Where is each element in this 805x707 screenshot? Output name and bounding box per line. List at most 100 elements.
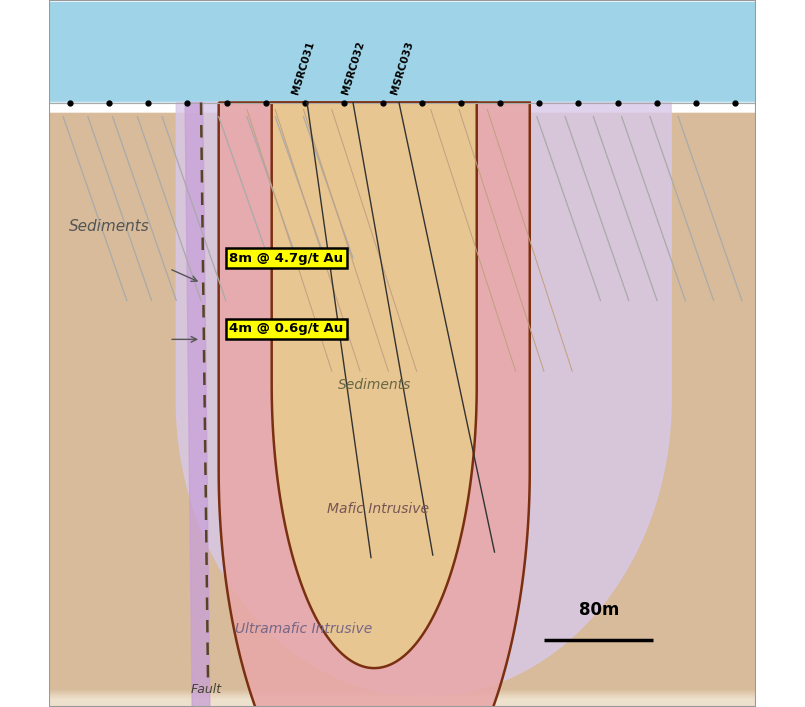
Polygon shape (49, 455, 756, 693)
Polygon shape (49, 435, 756, 692)
Polygon shape (49, 214, 756, 689)
Polygon shape (49, 98, 756, 100)
Polygon shape (49, 465, 756, 693)
Polygon shape (49, 254, 756, 689)
Polygon shape (49, 284, 756, 690)
Polygon shape (49, 143, 756, 687)
Polygon shape (49, 607, 756, 695)
Polygon shape (49, 46, 756, 100)
Polygon shape (49, 58, 756, 100)
Polygon shape (49, 65, 756, 100)
Polygon shape (49, 475, 756, 693)
Polygon shape (49, 486, 756, 694)
Polygon shape (49, 596, 756, 695)
Polygon shape (49, 365, 756, 691)
Polygon shape (49, 48, 756, 100)
Polygon shape (49, 496, 756, 694)
Polygon shape (49, 40, 756, 100)
Polygon shape (49, 82, 756, 100)
Polygon shape (49, 81, 756, 100)
Polygon shape (49, 264, 756, 689)
Polygon shape (49, 99, 756, 101)
Text: Ultramafic Intrusive: Ultramafic Intrusive (235, 622, 372, 636)
Polygon shape (49, 214, 756, 689)
Polygon shape (49, 385, 756, 691)
Polygon shape (49, 546, 756, 694)
Polygon shape (49, 16, 756, 100)
Polygon shape (49, 33, 756, 100)
Polygon shape (49, 617, 756, 696)
Polygon shape (219, 103, 530, 707)
Polygon shape (49, 697, 756, 707)
Polygon shape (49, 163, 756, 688)
Polygon shape (49, 70, 756, 100)
Polygon shape (49, 375, 756, 691)
Polygon shape (49, 233, 756, 689)
Polygon shape (49, 486, 756, 694)
Polygon shape (49, 89, 756, 100)
Polygon shape (49, 404, 756, 692)
Polygon shape (49, 21, 756, 100)
Polygon shape (49, 233, 756, 689)
Polygon shape (49, 112, 756, 687)
Polygon shape (49, 94, 756, 100)
Polygon shape (49, 123, 756, 687)
Polygon shape (49, 153, 756, 688)
Text: Mafic Intrusive: Mafic Intrusive (327, 502, 429, 516)
Polygon shape (49, 193, 756, 689)
Polygon shape (49, 586, 756, 695)
Polygon shape (49, 1, 756, 99)
Polygon shape (49, 425, 756, 692)
Polygon shape (49, 667, 756, 696)
Polygon shape (49, 677, 756, 696)
Polygon shape (49, 274, 756, 690)
Polygon shape (49, 334, 756, 691)
Polygon shape (49, 607, 756, 695)
Polygon shape (49, 49, 756, 100)
Polygon shape (49, 576, 756, 695)
Polygon shape (49, 536, 756, 694)
Polygon shape (49, 77, 756, 100)
Polygon shape (49, 636, 756, 696)
Polygon shape (49, 395, 756, 691)
Polygon shape (49, 475, 756, 693)
Polygon shape (49, 143, 756, 687)
Polygon shape (49, 415, 756, 692)
Polygon shape (49, 576, 756, 695)
Polygon shape (49, 526, 756, 694)
Polygon shape (49, 385, 756, 691)
Polygon shape (49, 13, 756, 99)
Polygon shape (49, 324, 756, 691)
Polygon shape (49, 404, 756, 692)
Polygon shape (49, 556, 756, 694)
Polygon shape (49, 375, 756, 691)
Polygon shape (49, 71, 756, 100)
Polygon shape (49, 626, 756, 696)
Polygon shape (49, 60, 756, 100)
Text: MSRC033: MSRC033 (390, 40, 415, 95)
Polygon shape (49, 626, 756, 696)
Polygon shape (49, 395, 756, 691)
Text: 4m @ 0.6g/t Au: 4m @ 0.6g/t Au (229, 322, 344, 335)
Polygon shape (49, 556, 756, 694)
Polygon shape (49, 697, 756, 707)
Polygon shape (49, 66, 756, 100)
Polygon shape (49, 92, 756, 100)
Polygon shape (49, 83, 756, 100)
Polygon shape (49, 69, 756, 100)
Polygon shape (49, 515, 756, 694)
Polygon shape (49, 274, 756, 690)
Polygon shape (49, 153, 756, 688)
Polygon shape (49, 133, 756, 687)
Polygon shape (49, 314, 756, 690)
Polygon shape (49, 667, 756, 696)
Text: Sediments: Sediments (337, 378, 411, 392)
Polygon shape (49, 24, 756, 100)
Polygon shape (176, 103, 671, 696)
Polygon shape (49, 30, 756, 100)
Polygon shape (49, 28, 756, 100)
Polygon shape (49, 566, 756, 694)
Polygon shape (49, 101, 756, 103)
Polygon shape (49, 45, 756, 100)
Polygon shape (185, 103, 210, 707)
